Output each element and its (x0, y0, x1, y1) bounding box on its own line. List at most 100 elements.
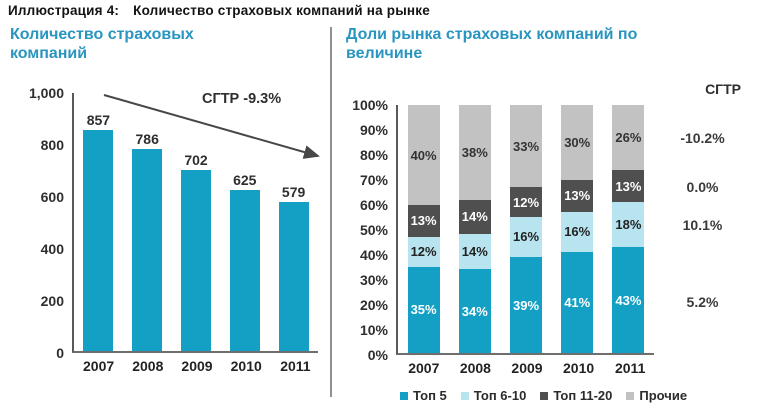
bar-2011 (278, 202, 309, 352)
bar-value-label: 579 (281, 184, 306, 200)
market-share-panel: Доли рынка страховых компаний по величин… (334, 25, 755, 403)
y-tick-label: 30% (359, 272, 388, 289)
left-bars: 857 786 702 625 579 (74, 93, 318, 352)
left-chart: 1,000 800 600 400 200 0 СГТР -9.3% 857 786 702 6… (8, 85, 330, 361)
stack-slot: 39% 16% 12% 33% (500, 105, 551, 354)
segment-топ-11-20: 13% (561, 179, 594, 213)
figure-number: Иллюстрация 4: (8, 3, 120, 18)
stack-slot: 43% 18% 13% 26% (603, 105, 654, 354)
x-tick-label: 2007 (83, 358, 115, 375)
company-count-panel: Количество страховых компаний 1,000 800 60… (8, 25, 330, 403)
y-tick-label: 90% (359, 122, 388, 139)
segment-топ-5: 39% (510, 256, 542, 354)
segment-прочие: 38% (458, 105, 491, 200)
legend-label: Прочие (639, 388, 688, 404)
cagr-value: 0.0% (686, 178, 719, 195)
y-tick-label: 1,000 (28, 85, 64, 102)
left-plot-area: СГТР -9.3% 857 786 702 625 579 (72, 91, 320, 354)
bar-slot: 625 (220, 93, 269, 352)
stacked-bar-2009: 39% 16% 12% 33% (510, 105, 542, 354)
x-tick-label: 2010 (230, 358, 262, 375)
x-tick-label: 2011 (614, 360, 646, 377)
legend-item: Топ 11-20 (540, 388, 612, 403)
segment-прочие: 40% (407, 105, 440, 205)
bar-2009 (180, 170, 211, 352)
charts-container: Количество страховых компаний 1,000 800 60… (8, 25, 755, 403)
figure-header: Иллюстрация 4: Количество страховых компа… (8, 3, 755, 18)
segment-прочие: 26% (612, 105, 645, 170)
segment-топ-11-20: 14% (458, 199, 491, 235)
segment-топ-6-10: 16% (561, 212, 594, 252)
legend-swatch-icon (400, 391, 408, 400)
y-tick-label: 60% (359, 197, 388, 214)
left-x-axis: 2007 2008 2009 2010 2011 (74, 358, 320, 374)
y-tick-label: 800 (40, 137, 64, 154)
bar-slot: 857 (74, 93, 123, 352)
cagr-value: -10.2% (680, 129, 725, 146)
y-tick-label: 70% (359, 172, 388, 189)
bar-slot: 786 (123, 93, 172, 352)
right-plot-area: 35% 12% 13% 40% 34% 14% 14% 38% 39% 16% 12% 33% 41% 1… (396, 105, 654, 356)
x-tick-label: 2009 (511, 360, 543, 377)
y-tick-label: 600 (40, 189, 64, 206)
x-tick-label: 2008 (132, 358, 164, 375)
legend-swatch-icon (540, 391, 549, 400)
segment-топ-6-10: 14% (458, 234, 491, 270)
stacked-bar-2007: 35% 12% 13% 40% (407, 105, 440, 354)
segment-топ-5: 43% (612, 246, 645, 354)
legend-label: Топ 6-10 (473, 388, 527, 404)
bar-2010 (229, 190, 260, 352)
segment-топ-5: 41% (561, 251, 594, 354)
legend-item: Прочие (626, 388, 687, 403)
stacked-bar-2011: 43% 18% 13% 26% (612, 105, 645, 354)
segment-топ-6-10: 16% (510, 216, 542, 257)
cagr-value: 10.1% (682, 217, 723, 234)
stacked-bar-2008: 34% 14% 14% 38% (458, 105, 491, 354)
bar-slot: 702 (172, 93, 221, 352)
legend: Топ 5 Топ 6-10 Топ 11-20 Прочие (400, 388, 755, 403)
bar-value-label: 625 (233, 172, 257, 189)
segment-топ-6-10: 12% (407, 236, 440, 267)
y-tick-label: 400 (40, 241, 64, 258)
segment-прочие: 33% (510, 105, 542, 188)
cagr-annotation: СГТР -9.3% (202, 91, 282, 108)
legend-label: Топ 5 (413, 388, 447, 404)
cagr-column: СГТР 5.2% 10.1% 0.0% -10.2% (654, 81, 751, 355)
stack-slot: 34% 14% 14% 38% (449, 105, 500, 354)
stack-slot: 41% 16% 13% 30% (552, 105, 603, 354)
right-x-axis: 2007 2008 2009 2010 2011 (398, 360, 656, 376)
cagr-column-header: СГТР (705, 81, 741, 98)
y-tick-label: 20% (359, 297, 388, 314)
bar-value-label: 857 (86, 112, 111, 129)
y-tick-label: 40% (359, 247, 388, 264)
segment-топ-11-20: 13% (612, 169, 645, 203)
right-y-axis: 100% 90% 80% 70% 60% 50% 40% 30% 20% 10% 0% (338, 97, 396, 363)
y-tick-label: 80% (359, 147, 388, 164)
x-tick-label: 2007 (408, 360, 440, 377)
right-chart: 100% 90% 80% 70% 60% 50% 40% 30% 20% 10% 0% 35% 12%… (338, 81, 755, 363)
segment-топ-11-20: 13% (407, 204, 440, 237)
bar-slot: 579 (269, 93, 318, 352)
y-tick-label: 10% (359, 322, 388, 339)
bar-value-label: 786 (135, 130, 159, 147)
y-tick-label: 100% (352, 97, 388, 114)
segment-топ-5: 34% (458, 269, 491, 354)
bar-2007 (83, 130, 114, 352)
y-tick-label: 50% (359, 222, 388, 239)
legend-label: Топ 11-20 (553, 388, 613, 404)
x-tick-label: 2011 (280, 358, 311, 375)
bar-2008 (132, 148, 163, 352)
panel-divider (330, 27, 332, 398)
segment-топ-11-20: 12% (510, 187, 542, 217)
legend-item: Топ 6-10 (460, 388, 527, 404)
figure-caption: Количество страховых компаний на рынке (133, 3, 430, 18)
x-tick-label: 2008 (459, 360, 491, 377)
segment-топ-6-10: 18% (612, 202, 645, 247)
legend-swatch-icon (626, 391, 635, 400)
stack-slot: 35% 12% 13% 40% (398, 105, 449, 354)
cagr-value: 5.2% (686, 293, 719, 310)
left-y-axis: 1,000 800 600 400 200 0 (8, 85, 72, 361)
y-tick-label: 0% (367, 347, 388, 364)
x-tick-label: 2009 (181, 358, 213, 375)
